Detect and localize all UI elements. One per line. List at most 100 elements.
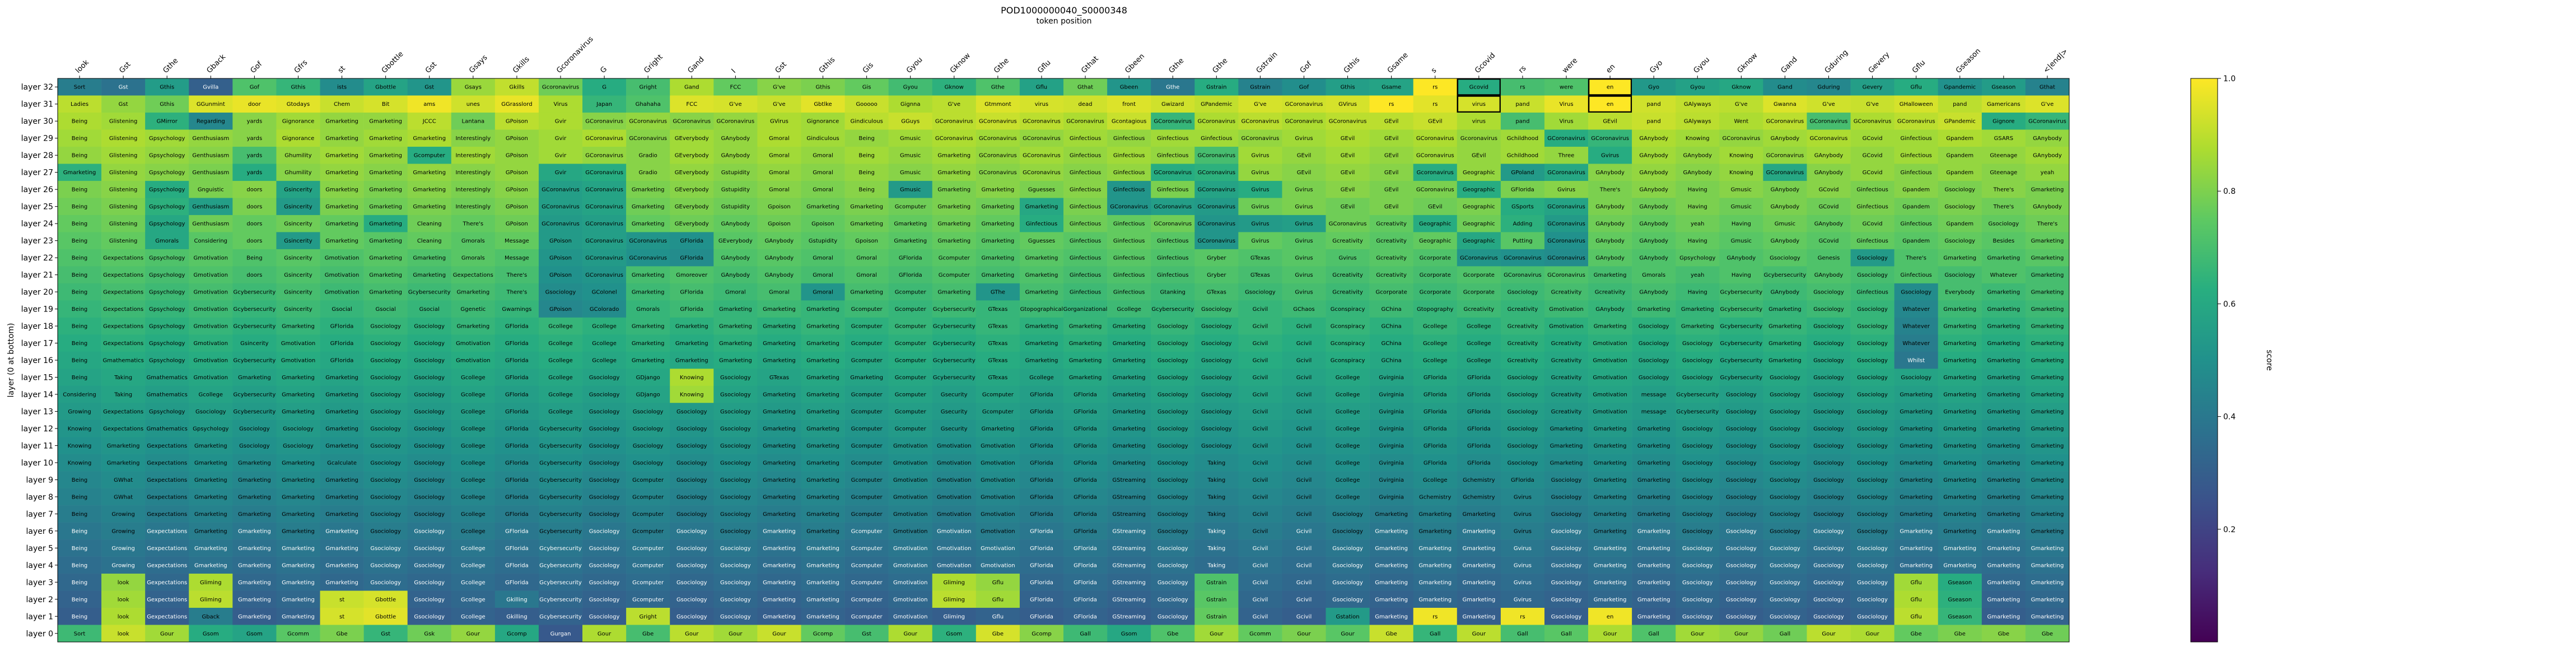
heatmap-cell: [58, 78, 102, 96]
heatmap-cell: [1763, 488, 1807, 506]
heatmap-cell-label: Being: [72, 221, 87, 227]
heatmap-cell-label: Gcollege: [461, 511, 486, 518]
heatmap-cell-label: Genthusiasm: [192, 221, 229, 227]
heatmap-cell: [494, 334, 539, 352]
heatmap-cell: [1500, 180, 1545, 198]
heatmap-cell-label: Gmarketing: [763, 341, 796, 347]
heatmap-cell-label: GAlyways: [1684, 101, 1711, 108]
heatmap-cell: [276, 112, 320, 130]
heatmap-cell-label: There's: [506, 290, 528, 296]
heatmap-cell-label: GCovid: [1819, 204, 1839, 210]
heatmap-cell-label: Gis: [862, 85, 871, 91]
heatmap-cell: [713, 317, 758, 335]
heatmap-cell: [1326, 198, 1370, 216]
heatmap-cell: [976, 266, 1020, 284]
heatmap-cell-label: Gvirus: [1295, 221, 1313, 227]
heatmap-cell: [844, 385, 889, 403]
heatmap-cell-label: Gmotivation: [456, 358, 491, 364]
heatmap-cell-label: GEvil: [1472, 153, 1486, 159]
heatmap-cell: [58, 488, 102, 506]
heatmap-cell: [2025, 129, 2070, 147]
heatmap-cell-label: Being: [72, 238, 87, 244]
heatmap-cell-label: Gvirginia: [1379, 392, 1404, 398]
heatmap-cell-label: Gcomputer: [851, 358, 883, 364]
heatmap-cell: [932, 351, 977, 369]
heatmap-cell: [363, 215, 408, 232]
heatmap-cell: [101, 164, 146, 181]
heatmap-cell-label: GAnybody: [1771, 187, 1800, 193]
heatmap-cell: [363, 78, 408, 96]
heatmap-cell-label: Gsociology: [676, 426, 707, 432]
heatmap-cell-label: Gcybersecurity: [234, 324, 276, 330]
heatmap-cell: [101, 505, 146, 523]
heatmap-cell: [2025, 249, 2070, 267]
heatmap-cell: [976, 488, 1020, 506]
heatmap-cell: [1282, 164, 1326, 181]
heatmap-cell: [757, 129, 801, 147]
heatmap-cell: [320, 488, 364, 506]
heatmap-cell-label: Gmarketing: [1681, 324, 1714, 330]
heatmap-cell-label: GCoronavirus: [979, 170, 1017, 176]
heatmap-cell-label: GFlorida: [1030, 460, 1053, 466]
y-tick-label: layer 28: [21, 151, 53, 160]
heatmap-cell: [189, 385, 233, 403]
heatmap-cell-label: Gsociology: [1639, 341, 1669, 347]
heatmap-cell-label: GTexas: [1207, 290, 1226, 296]
heatmap-cell: [1719, 437, 1763, 454]
heatmap-cell: [757, 78, 801, 96]
heatmap-cell: [320, 180, 364, 198]
heatmap-cell: [320, 78, 364, 96]
heatmap-cell: [1632, 369, 1676, 387]
heatmap-cell-label: Gexpectations: [147, 477, 187, 483]
heatmap-cell-label: Gsociology: [1201, 409, 1232, 415]
heatmap-cell-label: GFlorida: [330, 358, 354, 364]
heatmap-cell: [932, 95, 977, 113]
heatmap-cell: [1019, 180, 1064, 198]
heatmap-cell-label: Gmarketing: [1987, 409, 2020, 415]
x-tick-label: Gyou: [905, 55, 925, 75]
heatmap-cell-label: Gvirus: [1557, 187, 1575, 193]
heatmap-cell-label: Ginfectious: [1113, 187, 1145, 193]
heatmap-cell-label: Gsociology: [589, 460, 620, 466]
heatmap-cell: [451, 249, 496, 267]
heatmap-cell-label: GCoronavirus: [1197, 187, 1235, 193]
heatmap-cell: [1413, 351, 1458, 369]
heatmap-cell: [1326, 146, 1370, 164]
heatmap-cell-label: Gmarketing: [238, 580, 271, 586]
heatmap-cell: [1632, 164, 1676, 181]
heatmap-cell: [538, 266, 583, 284]
heatmap-cell-label: GAnybody: [721, 153, 750, 159]
heatmap-cell: [494, 454, 539, 472]
heatmap-cell-label: Knowing: [680, 392, 704, 398]
heatmap-cell-label: Gmorals: [636, 306, 660, 313]
heatmap-cell-label: Being: [72, 136, 87, 142]
heatmap-cell-label: Gcybersecurity: [539, 511, 582, 518]
heatmap-cell-label: Gmarketing: [2031, 358, 2064, 364]
heatmap-cell: [1981, 78, 2026, 96]
heatmap-cell-label: Gof: [1299, 85, 1309, 91]
heatmap-cell: [232, 112, 277, 130]
heatmap-cell: [1719, 420, 1763, 437]
heatmap-cell: [670, 180, 714, 198]
heatmap-cell-label: Gpsychology: [149, 153, 185, 159]
heatmap-cell: [538, 488, 583, 506]
heatmap-cell-label: GAnybody: [1727, 255, 1756, 262]
heatmap-cell: [1457, 146, 1501, 164]
heatmap-cell: [1282, 488, 1326, 506]
heatmap-cell: [1413, 317, 1458, 335]
heatmap-cell-label: Gsociology: [1857, 324, 1888, 330]
heatmap-cell: [1413, 471, 1458, 488]
heatmap-cell-label: Gmotivation: [893, 494, 928, 500]
heatmap-cell-label: There's: [2037, 221, 2058, 227]
heatmap-cell-label: Gmarketing: [937, 187, 970, 193]
heatmap-cell: [1850, 78, 1894, 96]
x-tick-label: Gand: [686, 55, 706, 75]
heatmap-cell-label: Gvirus: [1251, 204, 1269, 210]
heatmap-cell-label: Gmarketing: [763, 460, 796, 466]
heatmap-cell-label: Gcollege: [548, 375, 573, 381]
heatmap-cell-label: Gcomputer: [851, 562, 883, 569]
heatmap-cell: [1151, 112, 1195, 130]
heatmap-cell-label: Gcollege: [1467, 358, 1491, 364]
heatmap-cell-label: Gsociology: [414, 341, 445, 347]
heatmap-cell: [451, 95, 496, 113]
